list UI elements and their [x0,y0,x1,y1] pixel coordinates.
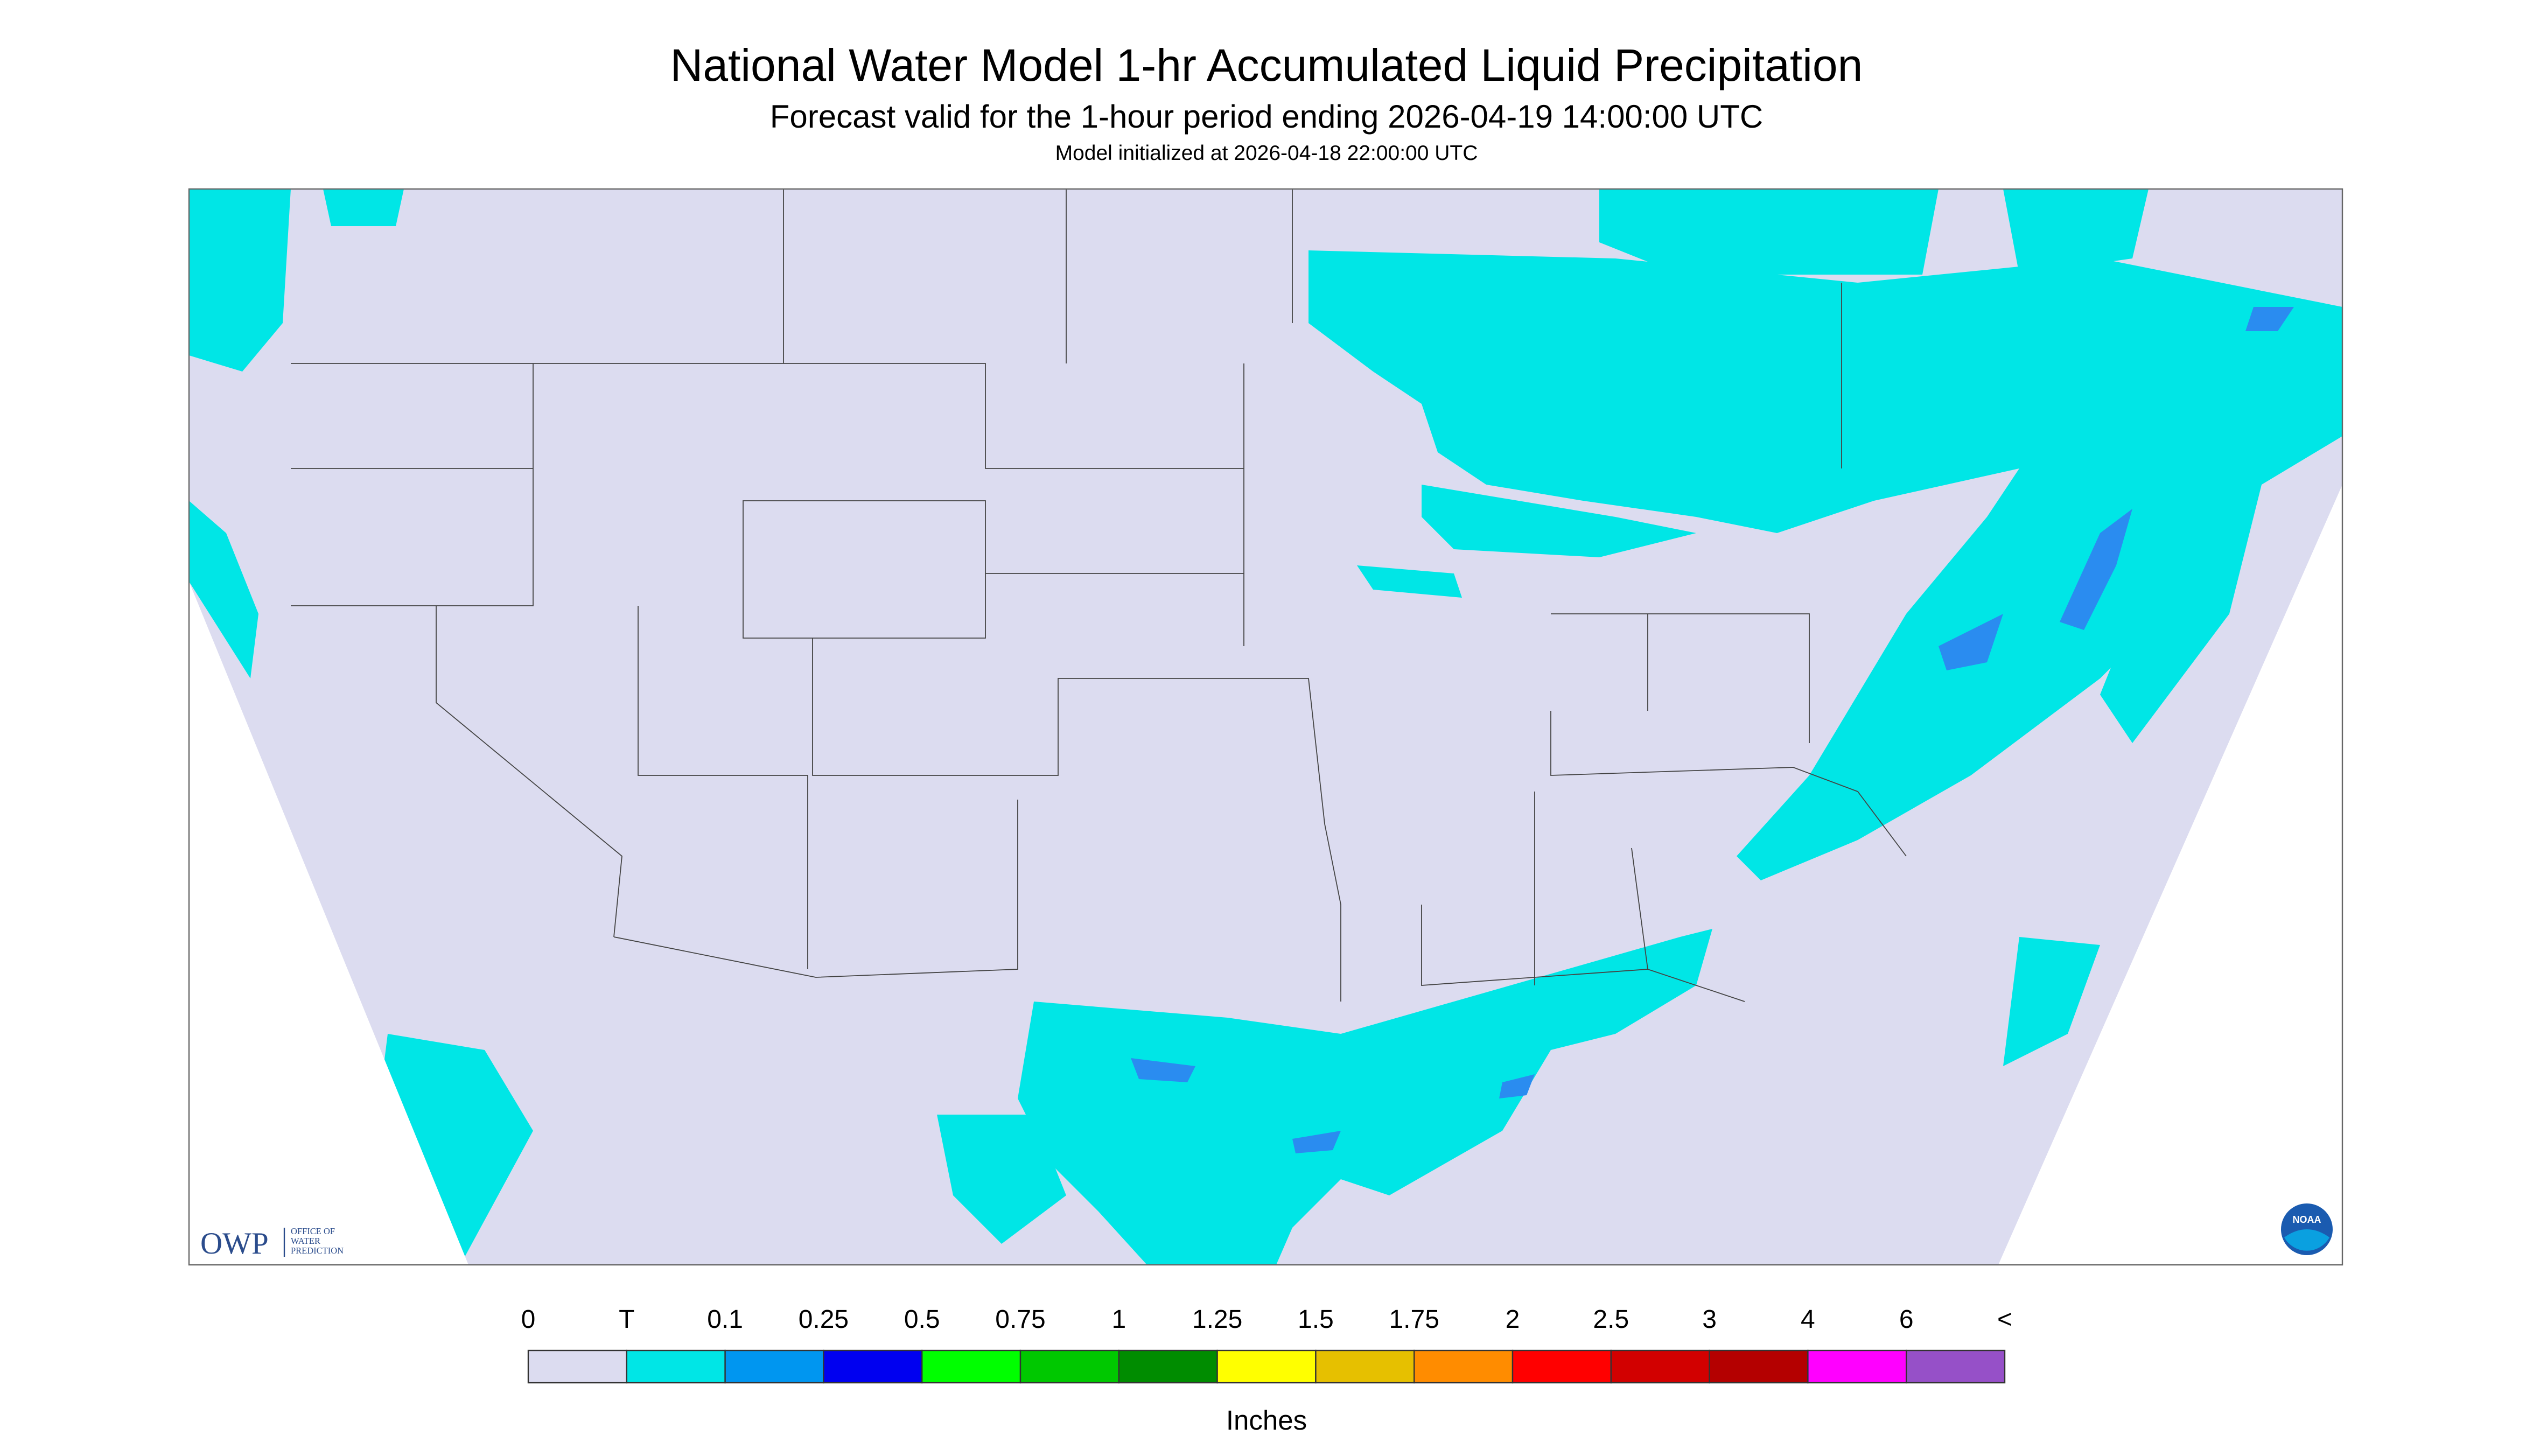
legend-swatch [921,1349,1021,1384]
legend-label: 1.25 [1192,1305,1242,1334]
outside-domain-right [1998,485,2342,1265]
legend-swatch [1315,1349,1415,1384]
logo-line: WATER [291,1236,320,1246]
precip-areas [189,189,2342,1265]
legend-label: 3 [1702,1305,1717,1334]
legend-swatch [724,1349,824,1384]
legend-label: 2 [1506,1305,1520,1334]
owp-logo: OWP OFFICE OF WATER PREDICTION [200,1226,344,1261]
legend-label: 1.75 [1389,1305,1439,1334]
legend-label: 0 [521,1305,536,1334]
legend-swatch [1512,1349,1612,1384]
logo-name: OWP [200,1227,269,1261]
legend-swatch [1807,1349,1907,1384]
legend-units: Inches [1226,1405,1307,1436]
legend-swatch [1019,1349,1120,1384]
legend-label: 2.5 [1593,1305,1629,1334]
legend-label: 1.5 [1298,1305,1334,1334]
legend-label: 0.5 [904,1305,940,1334]
legend-swatch [1709,1349,1809,1384]
legend-swatch [823,1349,923,1384]
legend-swatch [1610,1349,1710,1384]
legend-label: 0.75 [995,1305,1045,1334]
legend-swatch [1118,1349,1218,1384]
outside-domain-left [189,582,468,1265]
legend-label: 4 [1801,1305,1815,1334]
title: National Water Model 1-hr Accumulated Li… [670,40,1863,90]
legend-label: T [619,1305,634,1334]
legend-label: 1 [1111,1305,1126,1334]
init-note: Model initialized at 2026-04-18 22:00:00… [1055,142,1478,165]
subtitle: Forecast valid for the 1-hour period end… [770,99,1763,135]
logo-line: OFFICE OF [291,1226,335,1236]
legend-label: 0.25 [799,1305,849,1334]
legend-label: < [1997,1305,2012,1334]
legend-swatch [1414,1349,1514,1384]
legend-swatch [527,1349,628,1384]
map-frame [188,188,2343,1266]
legend: 0 T 0.1 0.25 0.5 0.75 1 1.25 1.5 1.75 2 2.5 3 4 6 < [521,1305,2012,1384]
noaa-wave [2284,1229,2329,1251]
noaa-logo: NOAA [2281,1203,2333,1256]
logo-line: PREDICTION [291,1245,344,1256]
map: OWP OFFICE OF WATER PREDICTION NOAA [188,188,2343,1266]
noaa-text: NOAA [2293,1214,2321,1225]
legend-swatch [1905,1349,2006,1384]
legend-swatch [626,1349,726,1384]
legend-label: 0.1 [707,1305,743,1334]
legend-swatch [1216,1349,1317,1384]
legend-label: 6 [1899,1305,1914,1334]
heavier-precip [1131,307,2294,1154]
